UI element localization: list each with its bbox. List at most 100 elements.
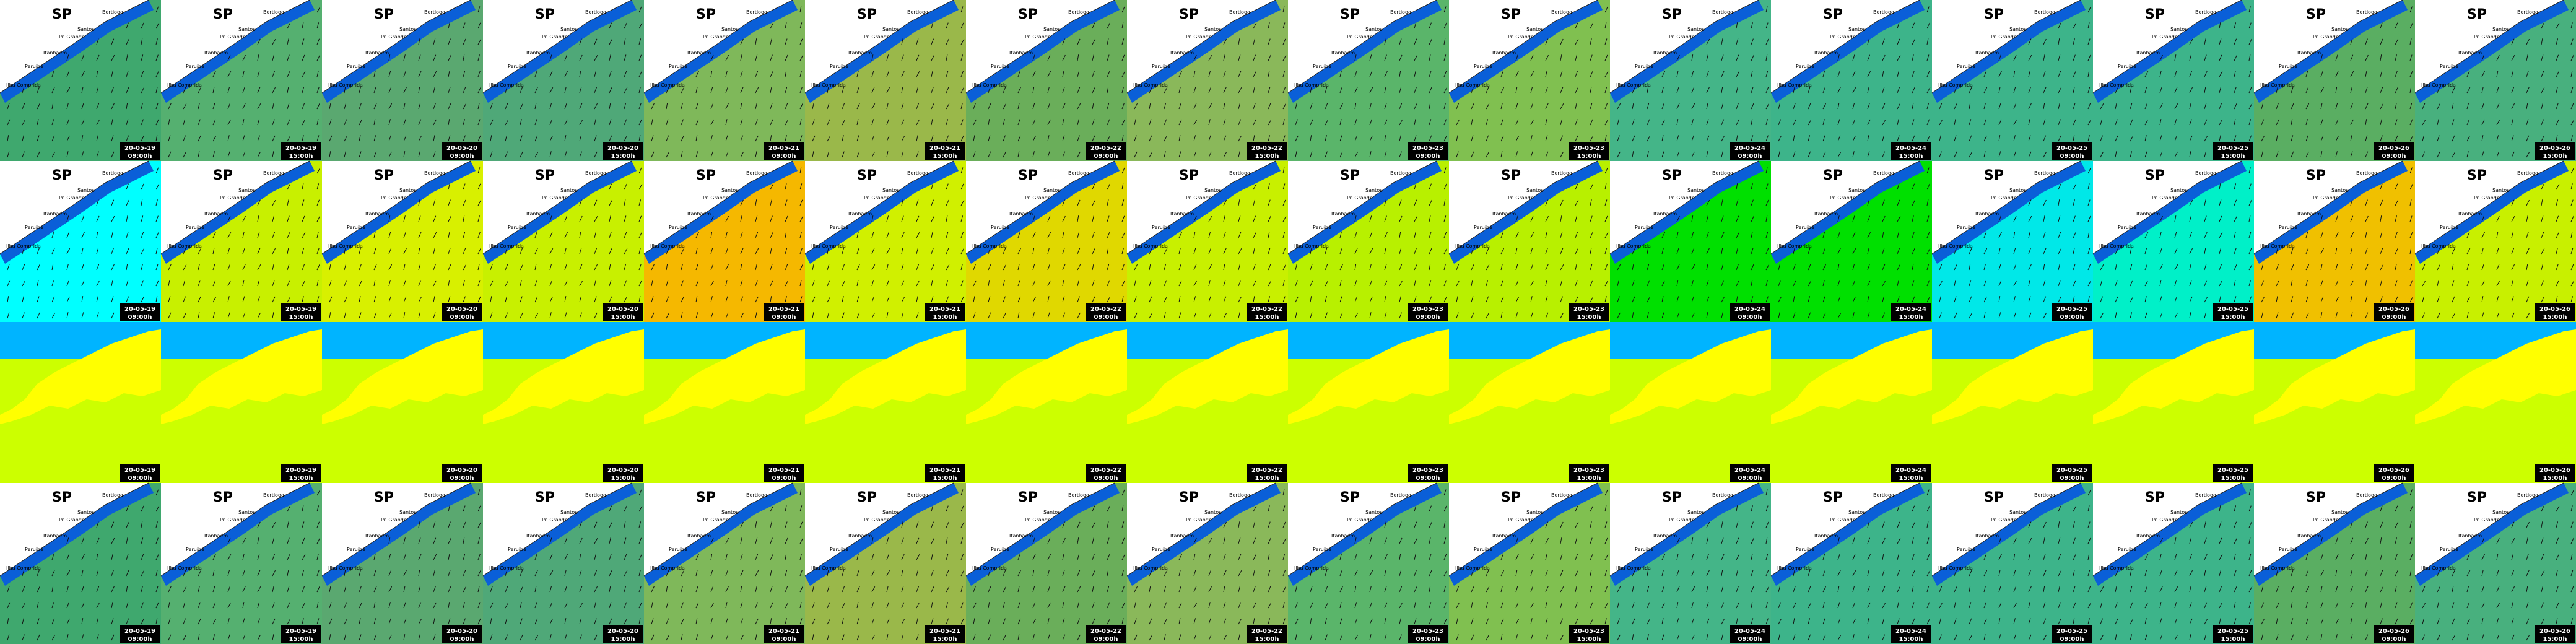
wind-arrow	[1661, 103, 1664, 110]
wind-arrow	[1632, 151, 1634, 158]
wind-arrow	[2380, 71, 2383, 77]
wind-arrow	[1998, 570, 2001, 577]
wind-arrow	[1238, 232, 1242, 238]
wind-arrow	[111, 232, 113, 238]
wind-arrow	[1736, 215, 1739, 222]
wind-arrow	[2365, 554, 2367, 560]
wind-arrow	[1751, 199, 1754, 206]
wind-arrow	[2350, 634, 2353, 641]
wind-arrow	[418, 119, 422, 126]
date-label: 20-05-21	[929, 628, 960, 635]
wind-arrow	[302, 38, 305, 45]
coastline	[1126, 0, 1276, 94]
wind-arrow	[183, 103, 187, 110]
wind-arrow	[1178, 119, 1182, 126]
date-label: 20-05-24	[1734, 628, 1765, 635]
land	[1771, 0, 1920, 93]
place-label: Ilha Comprida	[1133, 565, 1168, 571]
wind-arrow	[666, 119, 669, 126]
wind-arrow	[1897, 618, 1900, 625]
wind-arrow	[1837, 135, 1841, 142]
wind-arrow	[2422, 618, 2425, 625]
wind-arrow	[1077, 537, 1079, 544]
wind-arrow	[1253, 248, 1255, 255]
date-box	[120, 625, 160, 643]
wind-arrow	[505, 281, 509, 287]
wind-arrow	[2556, 554, 2559, 560]
wind-arrow	[1778, 264, 1781, 271]
wind-arrow	[1017, 554, 1020, 560]
wind-arrow	[51, 103, 54, 110]
wind-arrow	[1545, 87, 1548, 94]
wind-arrow	[2115, 312, 2117, 319]
wind-arrow	[2028, 248, 2031, 255]
wind-arrow	[37, 103, 40, 110]
wind-arrow	[973, 119, 977, 126]
wind-arrow	[2481, 248, 2484, 255]
place-label: Santos	[2170, 27, 2187, 32]
time-label: 09:00h	[2382, 314, 2406, 321]
wind-arrow	[1912, 135, 1915, 142]
wind-arrow	[1047, 87, 1050, 94]
wind-arrow	[564, 602, 568, 609]
wind-arrow	[505, 296, 508, 303]
wind-arrow	[1178, 312, 1181, 319]
place-label: Santos	[1687, 27, 1704, 32]
date-label: 20-05-19	[285, 306, 316, 313]
wind-arrow	[594, 103, 598, 110]
wind-arrow	[812, 634, 814, 641]
wind-arrow	[2043, 554, 2046, 560]
wind-arrow	[1310, 618, 1312, 625]
land	[2415, 161, 2564, 254]
wind-arrow	[946, 103, 950, 110]
wind-arrow	[710, 537, 714, 544]
wind-arrow	[2159, 119, 2162, 126]
wind-arrow	[2570, 120, 2575, 126]
wind-arrow	[1223, 135, 1227, 142]
wind-arrow	[1121, 183, 1124, 190]
wind-arrow	[1647, 570, 1649, 577]
wind-arrow	[2115, 151, 2117, 158]
wind-arrow	[2437, 586, 2440, 593]
wind-arrow	[1954, 119, 1956, 126]
time-label: 09:00h	[2060, 636, 2084, 643]
wind-arrow	[695, 586, 698, 593]
wind-arrow	[2570, 71, 2573, 77]
wind-arrow	[81, 103, 84, 110]
wind-arrow	[960, 215, 964, 222]
wind-arrow	[1384, 570, 1386, 577]
wind-arrow	[973, 103, 976, 110]
wind-arrow	[490, 312, 493, 319]
wind-arrow	[1471, 586, 1474, 593]
place-label: Santos	[1526, 510, 1543, 515]
wind-arrow	[2219, 554, 2223, 560]
wind-arrow	[2013, 280, 2017, 287]
wind-arrow	[2365, 103, 2369, 110]
wind-arrow	[666, 296, 669, 303]
wind-arrow	[2380, 215, 2382, 222]
wind-arrow	[1983, 248, 1988, 255]
wind-arrow	[344, 312, 346, 319]
wind-arrow	[2100, 602, 2103, 609]
wind-arrow	[2437, 264, 2440, 271]
wind-arrow	[66, 312, 69, 319]
wind-arrow	[1456, 264, 1460, 271]
wind-arrow	[1092, 602, 1095, 609]
wind-arrow	[373, 312, 377, 319]
wind-arrow	[463, 232, 466, 238]
wind-arrow	[681, 602, 684, 609]
coastal-band	[644, 161, 798, 264]
wind-arrow	[272, 135, 276, 142]
wind-arrow	[1632, 602, 1635, 609]
wind-arrow	[66, 586, 69, 593]
wind-arrow	[2219, 264, 2222, 271]
place-label: Bertioga	[585, 170, 606, 176]
wind-arrow	[418, 618, 422, 625]
wind-arrow	[1443, 248, 1448, 255]
wind-arrow	[96, 87, 99, 94]
wind-arrow	[1178, 87, 1181, 94]
wind-arrow	[2409, 586, 2413, 593]
wind-arrow	[1778, 618, 1782, 625]
